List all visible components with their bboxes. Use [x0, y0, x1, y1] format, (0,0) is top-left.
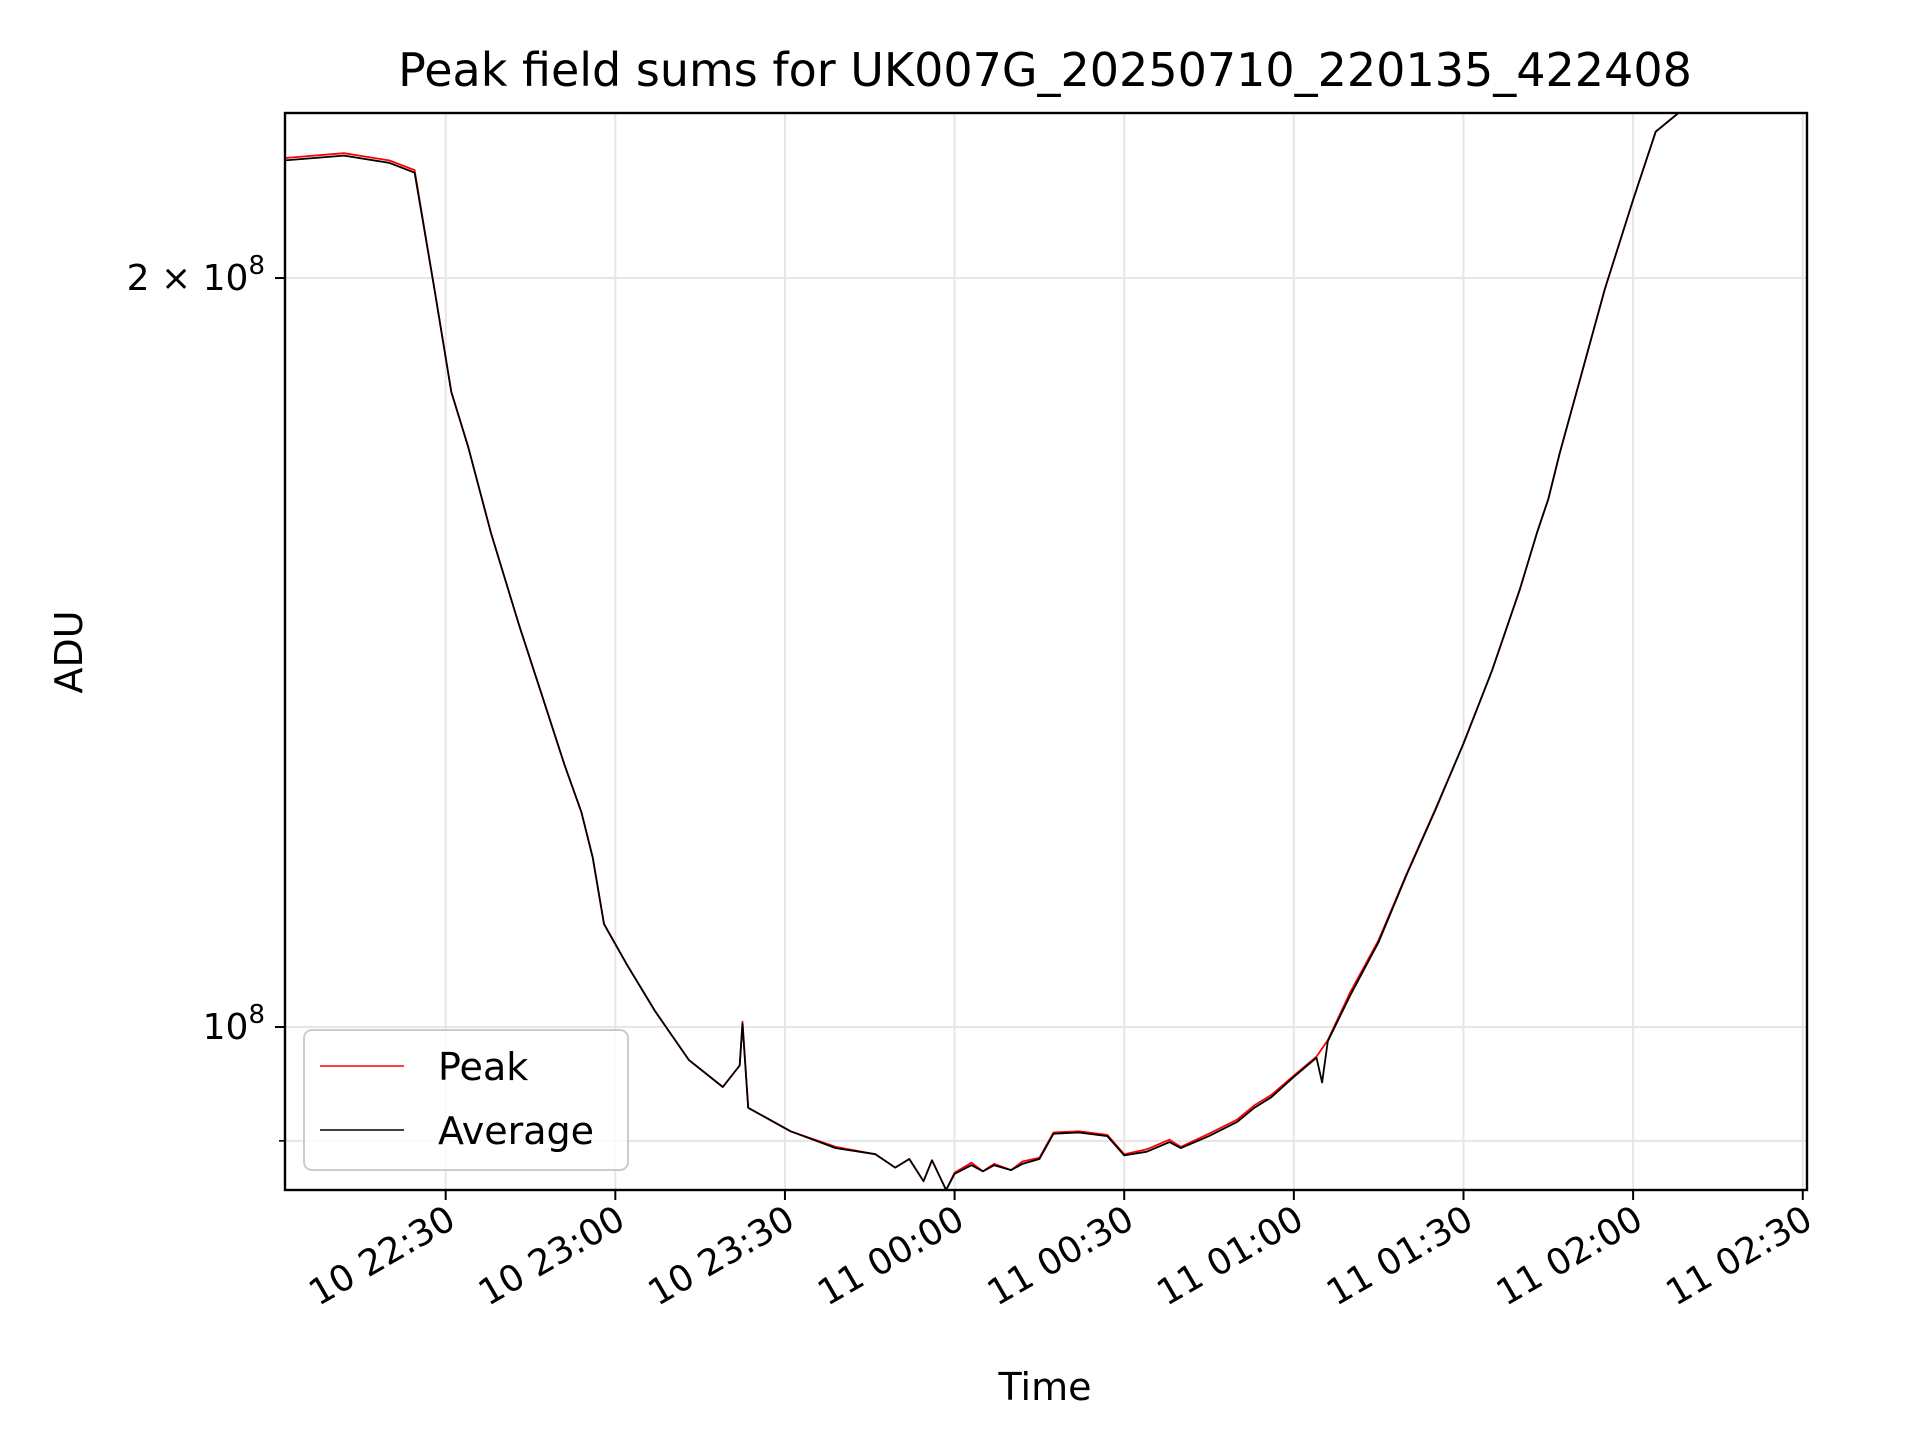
legend: Peak Average	[303, 1029, 629, 1171]
y-tick-label: 2 × 108	[127, 251, 265, 299]
grid	[285, 113, 1807, 1190]
chart-title: Peak field sums for UK007G_20250710_2201…	[398, 43, 1692, 97]
series-line-average	[285, 113, 1679, 1190]
legend-average-label: Average	[438, 1109, 594, 1153]
plot-frame	[283, 111, 1809, 1192]
y-axis: 108 2 × 108	[127, 251, 285, 1142]
y-axis-label: ADU	[47, 610, 91, 693]
legend-box	[303, 1029, 629, 1171]
y-tick-label: 108	[203, 1000, 265, 1048]
x-axis-label: Time	[998, 1365, 1092, 1409]
series-layer	[285, 113, 1679, 1190]
legend-peak-label: Peak	[438, 1045, 528, 1089]
